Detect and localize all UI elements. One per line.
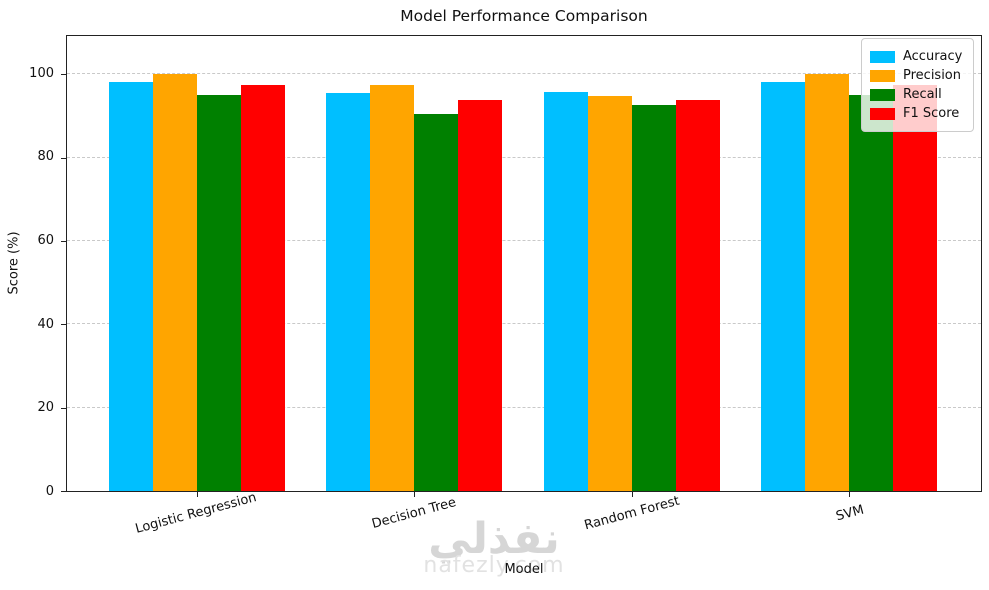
bar-f1-score-logistic-regression xyxy=(240,85,285,491)
bar-f1-score-svm xyxy=(893,85,938,491)
bar-recall-decision-tree xyxy=(414,113,459,491)
y-tick-label-100: 100 xyxy=(29,65,54,81)
bar-group-random-forest xyxy=(543,92,720,491)
legend-item-recall: Recall xyxy=(870,86,965,103)
gridline-40 xyxy=(67,323,981,325)
x-tick-label-svm: SVM xyxy=(834,502,866,525)
x-tick-mark-random-forest xyxy=(631,491,633,497)
gridline-80 xyxy=(67,156,981,158)
bar-group-svm xyxy=(761,74,938,491)
y-tick-mark-0 xyxy=(61,491,67,492)
legend-item-f1-score: F1 Score xyxy=(870,105,965,122)
y-tick-label-40: 40 xyxy=(37,316,54,332)
bar-accuracy-svm xyxy=(761,81,806,491)
y-tick-label-20: 20 xyxy=(37,400,54,416)
legend-item-precision: Precision xyxy=(870,67,965,84)
x-axis-tick-labels: Logistic Regression Decision Tree Random F… xyxy=(66,490,982,567)
legend-swatch-precision xyxy=(870,69,895,82)
x-tick-mark-svm xyxy=(849,491,851,497)
bar-accuracy-random-forest xyxy=(543,92,588,491)
legend-item-accuracy: Accuracy xyxy=(870,48,965,65)
x-tick-mark-decision-tree xyxy=(414,491,416,497)
legend-label-f1-score: F1 Score xyxy=(903,106,960,121)
y-tick-mark-40 xyxy=(61,324,67,326)
bar-accuracy-decision-tree xyxy=(326,92,371,491)
gridline-20 xyxy=(67,406,981,408)
legend-swatch-f1-score xyxy=(870,107,895,120)
x-tick-label-decision-tree: Decision Tree xyxy=(370,495,458,532)
legend: Accuracy Precision Recall F1 Score xyxy=(861,38,974,132)
bar-group-decision-tree xyxy=(326,85,503,491)
plot-area xyxy=(61,35,982,497)
bar-recall-svm xyxy=(849,95,894,491)
x-tick-label-random-forest: Random Forest xyxy=(582,493,682,534)
x-axis-title: Model xyxy=(504,562,544,577)
chart-title: Model Performance Comparison xyxy=(400,7,648,25)
legend-swatch-accuracy xyxy=(870,50,895,63)
legend-label-recall: Recall xyxy=(903,87,942,102)
gridline-60 xyxy=(67,240,981,241)
bar-f1-score-random-forest xyxy=(675,100,720,491)
y-tick-mark-80 xyxy=(61,157,67,159)
gridline-100 xyxy=(67,73,981,75)
y-tick-label-0: 0 xyxy=(45,484,54,499)
x-tick-label-logistic-regression: Logistic Regression xyxy=(133,490,259,537)
bar-precision-decision-tree xyxy=(370,85,415,491)
bar-group-logistic-regression xyxy=(108,74,285,491)
bar-accuracy-logistic-regression xyxy=(108,81,153,491)
bar-recall-random-forest xyxy=(631,104,676,491)
legend-swatch-recall xyxy=(870,88,895,101)
bar-precision-svm xyxy=(805,74,850,491)
bar-recall-logistic-regression xyxy=(196,95,241,491)
y-tick-mark-20 xyxy=(61,407,67,409)
legend-label-accuracy: Accuracy xyxy=(903,49,963,64)
y-tick-mark-100 xyxy=(61,74,67,76)
y-tick-label-60: 60 xyxy=(37,232,54,248)
bar-precision-logistic-regression xyxy=(152,74,197,491)
y-tick-mark-60 xyxy=(61,241,67,243)
bar-precision-random-forest xyxy=(587,95,632,491)
y-tick-label-80: 80 xyxy=(37,149,54,165)
x-tick-mark-logistic-regression xyxy=(196,491,198,497)
bar-f1-score-decision-tree xyxy=(458,100,503,491)
legend-label-precision: Precision xyxy=(903,68,962,83)
y-axis: 0 20 40 60 80 100 xyxy=(0,35,60,499)
